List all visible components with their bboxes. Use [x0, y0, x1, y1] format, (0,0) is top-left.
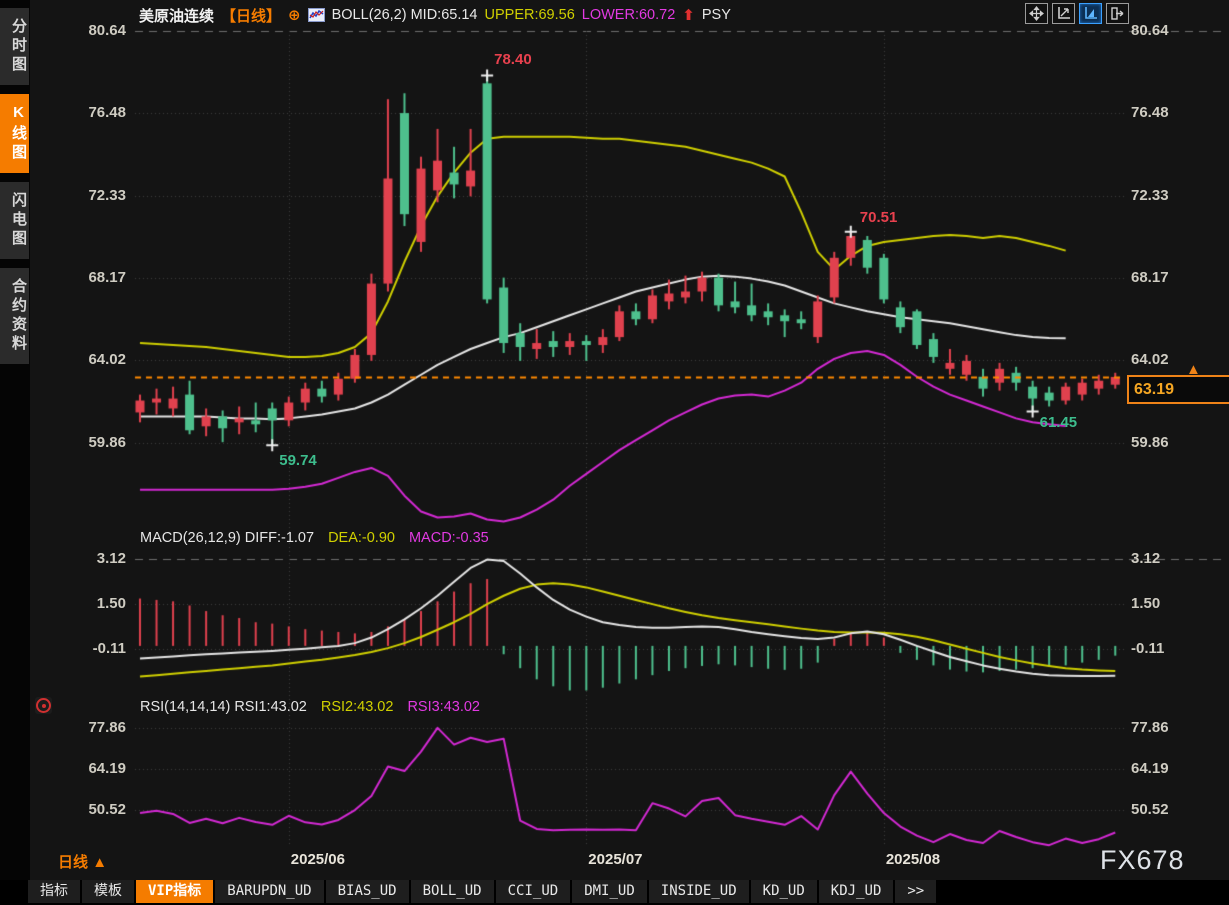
macd-macd-readout: MACD:-0.35: [408, 530, 489, 546]
price-axis-label-left: 80.64: [88, 22, 126, 39]
price-axis-label-right: 72.33: [1131, 186, 1169, 204]
xaxis-month-label: 2025/06: [290, 851, 345, 868]
macd-axis-label-left: -0.11: [92, 639, 126, 657]
bottom-tabbar: 指标 模板 VIP指标 BARUPDN_UD BIAS_UD BOLL_UD CCI_UD D…: [0, 880, 1229, 905]
psy-label: PSY: [701, 7, 731, 23]
sidebar-item-flash-chart[interactable]: 闪电图: [0, 182, 29, 259]
sidebar-item-time-chart[interactable]: 分时图: [0, 8, 29, 85]
tab-BOLL_UD[interactable]: BOLL_UD: [410, 880, 494, 903]
rsi-axis-label-right: 64.19: [1131, 759, 1169, 777]
price-annotation: 70.51: [859, 208, 898, 226]
rsi-caption-row: RSI(14,14,14) RSI1:43.02 RSI2:43.02 RSI3…: [140, 699, 480, 715]
rsi-axis-label-left: 77.86: [88, 718, 126, 736]
price-axis-label-right: 68.17: [1131, 269, 1169, 287]
macd-caption-row: MACD(26,12,9) DIFF:-1.07 DEA:-0.90 MACD:…: [140, 530, 489, 546]
rsi-axis-label-left: 64.19: [88, 759, 126, 777]
price-annotation: 59.74: [279, 452, 317, 470]
symbol-name: 美原油连续: [139, 7, 215, 25]
tab-CCI_UD[interactable]: CCI_UD: [495, 880, 571, 903]
sidebar-item-kline-chart[interactable]: K线图: [0, 94, 29, 173]
toolbar-axis-scale-icon[interactable]: [1052, 3, 1075, 24]
macd-axis-label-right: 1.50: [1131, 595, 1161, 613]
left-sidebar: 分时图 K线图闪电图合约资料: [0, 0, 30, 905]
rsi-axis-label-left: 50.52: [88, 801, 126, 818]
macd-axis-label-left: 3.12: [96, 549, 126, 567]
price-axis-label-left: 76.48: [88, 104, 126, 122]
boll-lower-readout: LOWER:60.72: [581, 7, 676, 23]
macd-axis-label-right: -0.11: [1131, 639, 1165, 657]
period-badge[interactable]: 【日线】: [221, 7, 282, 25]
tab-VIP指标[interactable]: VIP指标: [136, 880, 214, 903]
circled-plus-icon[interactable]: ⊕: [288, 7, 301, 24]
price-axis-label-right: 80.64: [1131, 22, 1169, 39]
price-axis-label-left: 64.02: [88, 351, 126, 369]
red-up-arrow-icon: ⬆: [682, 7, 695, 24]
current-price-box: 63.19: [1127, 375, 1229, 404]
sidebar-item-contract-info[interactable]: 合约资料: [0, 268, 29, 364]
chart-header: 美原油连续 【日线】 ⊕ BOLL(26,2) MID:65.14 UPPER:…: [139, 4, 731, 26]
boll-upper-readout: UPPER:69.56: [484, 7, 575, 23]
rsi2-readout: RSI2:43.02: [320, 699, 394, 715]
tab-指标[interactable]: 指标: [28, 880, 80, 903]
boll-readout: BOLL(26,2) MID:65.14: [331, 7, 478, 23]
price-axis-label-right: 76.48: [1131, 104, 1169, 122]
price-axis-label-right: 59.86: [1131, 433, 1169, 451]
tab-[interactable]: >>: [895, 880, 937, 903]
xaxis-month-label: 2025/07: [588, 851, 643, 868]
chart-toolbar: [1025, 3, 1129, 24]
price-axis-label-left: 59.86: [88, 433, 126, 451]
price-annotation: 78.40: [494, 51, 532, 69]
tab-BIAS_UD[interactable]: BIAS_UD: [325, 880, 409, 903]
tab-BARUPDN_UD[interactable]: BARUPDN_UD: [215, 880, 324, 903]
macd-axis-label-left: 1.50: [96, 595, 126, 613]
rsi3-readout: RSI3:43.02: [407, 699, 480, 715]
xaxis-month-label: 2025/08: [885, 851, 941, 868]
mini-line-chart-icon: [307, 8, 325, 22]
watermark: FX678: [1100, 845, 1185, 875]
macd-axis-label-right: 3.12: [1131, 549, 1161, 567]
price-annotation: 61.45: [1039, 414, 1078, 432]
tab-INSIDE_UD[interactable]: INSIDE_UD: [648, 880, 749, 903]
tab-KD_UD[interactable]: KD_UD: [750, 880, 817, 903]
current-price-marker-icon: ▲: [1186, 361, 1201, 378]
rsi-axis-label-right: 77.86: [1131, 718, 1169, 736]
period-selector[interactable]: 日线 ▲: [58, 854, 108, 871]
price-axis-label-right: 64.02: [1131, 351, 1169, 369]
toolbar-axis-zoom-icon[interactable]: [1079, 3, 1102, 24]
record-dot-icon[interactable]: [35, 697, 52, 714]
toolbar-pan-cross-icon[interactable]: [1025, 3, 1048, 24]
toolbar-exit-right-icon[interactable]: [1106, 3, 1129, 24]
tab-KDJ_UD[interactable]: KDJ_UD: [818, 880, 894, 903]
macd-title: MACD(26,12,9) DIFF:-1.07: [140, 530, 315, 546]
tab-DMI_UD[interactable]: DMI_UD: [572, 880, 647, 903]
rsi-axis-label-right: 50.52: [1131, 801, 1169, 818]
price-axis-label-left: 72.33: [88, 186, 126, 204]
rsi-title: RSI(14,14,14) RSI1:43.02: [140, 699, 307, 715]
tab-模板[interactable]: 模板: [82, 880, 134, 903]
price-axis-label-left: 68.17: [88, 269, 126, 287]
macd-dea-readout: DEA:-0.90: [328, 530, 395, 546]
